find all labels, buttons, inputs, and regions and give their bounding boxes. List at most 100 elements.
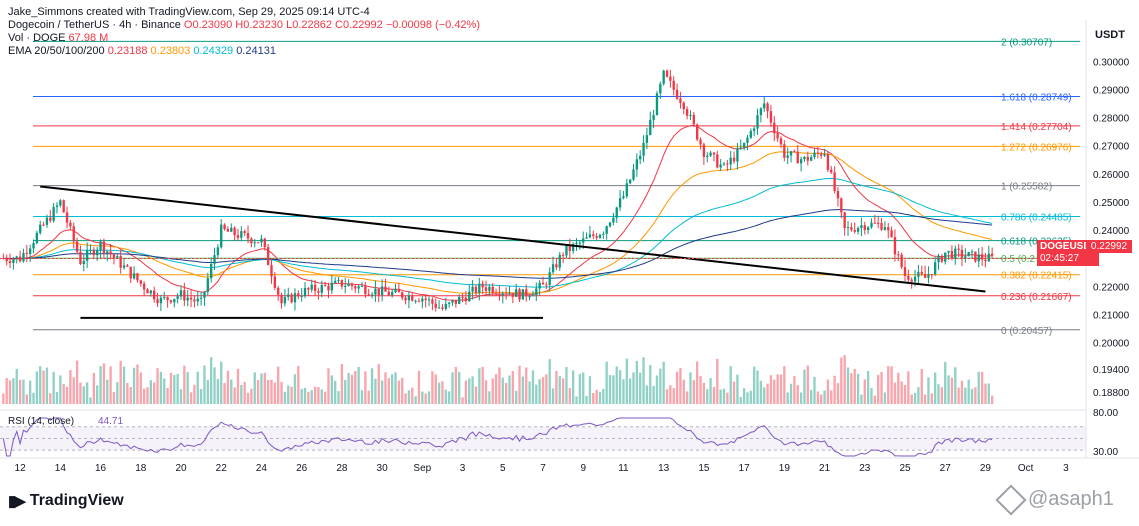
candle-body	[260, 238, 263, 243]
candle-body	[266, 247, 270, 266]
volume-bar	[749, 390, 752, 404]
candle-body	[216, 247, 220, 256]
volume-bar	[223, 383, 226, 404]
candle-body	[236, 235, 240, 238]
volume-bar	[434, 374, 437, 404]
candle-body	[99, 241, 102, 251]
candle-body	[427, 299, 431, 301]
candle-body	[639, 155, 642, 160]
candle-body	[538, 282, 541, 289]
volume-bar	[431, 371, 434, 404]
candle-body	[22, 252, 25, 262]
candle-body	[665, 70, 669, 77]
volume-bar	[236, 368, 240, 404]
volume-bar	[803, 369, 806, 404]
tradingview-logo[interactable]: ▮▶ TradingView	[8, 492, 124, 510]
symbol-title[interactable]: Dogecoin / TetherUS · 4h · Binance	[8, 19, 181, 31]
ema-label[interactable]: EMA 20/50/100/200	[8, 45, 105, 57]
volume-bar	[682, 379, 685, 404]
candle-body	[853, 229, 856, 232]
volume-bar	[380, 380, 384, 404]
volume-bar	[957, 387, 960, 404]
volume-bar	[397, 380, 401, 404]
volume-bar	[226, 370, 230, 404]
candle-body	[856, 228, 860, 232]
volume-bar	[253, 372, 256, 404]
fibonacci-levels: 2 (0.30707) 1.618 (0.28749) 1.414 (0.27704…	[33, 37, 1080, 337]
candle-body	[679, 98, 682, 103]
candle-body	[65, 212, 69, 223]
candle-body	[531, 295, 535, 297]
volume-bar	[334, 380, 337, 404]
candle-body	[283, 297, 287, 304]
volume-bar	[746, 392, 749, 404]
candle-body	[605, 226, 608, 234]
candle-body	[786, 155, 789, 158]
volume-bar	[863, 379, 866, 404]
volume-bar	[240, 384, 243, 404]
volume-bar	[555, 370, 558, 404]
volume-bar	[612, 375, 615, 404]
volume-bar	[32, 392, 35, 404]
candle-body	[706, 155, 709, 157]
volume-bar	[92, 372, 96, 404]
candle-body	[327, 285, 330, 291]
candle-body	[692, 114, 696, 125]
volume-bar	[454, 366, 458, 404]
candle-body	[722, 163, 726, 165]
candle-body	[568, 245, 571, 251]
rsi-tick-label: 30.00	[1093, 447, 1118, 458]
candle-body	[129, 266, 132, 279]
candle-body	[454, 300, 458, 304]
volume-bar	[702, 382, 706, 404]
candle-body	[632, 169, 635, 180]
volume-bar	[632, 372, 635, 404]
volume-bar	[126, 382, 129, 404]
volume-bar	[712, 386, 716, 404]
candle-body	[615, 207, 618, 218]
time-tick-label: 17	[739, 463, 751, 474]
volume-bar	[783, 366, 786, 404]
candle-body	[883, 227, 887, 230]
volume-bar	[659, 368, 662, 404]
candle-body	[226, 229, 230, 232]
candle-body	[344, 285, 347, 287]
candle-body	[913, 276, 917, 282]
candle-body	[323, 285, 327, 287]
volume-bar	[481, 366, 484, 404]
currency-label: USDT	[1095, 29, 1125, 41]
volume-bar	[484, 380, 488, 404]
volume-bar	[974, 387, 977, 404]
candle-body	[642, 142, 645, 156]
candle-body	[374, 288, 377, 295]
volume-bar	[474, 386, 478, 404]
volume-bar	[441, 381, 444, 404]
candle-body	[984, 259, 987, 262]
volume-bar	[649, 365, 652, 404]
candle-body	[193, 299, 196, 302]
candle-body	[669, 76, 672, 81]
price-tick-label: 0.27000	[1093, 142, 1130, 153]
candle-body	[243, 231, 246, 233]
volume-bar	[327, 368, 330, 404]
volume-bar	[984, 383, 987, 404]
candle-body	[5, 258, 8, 262]
volume-bar	[176, 373, 179, 404]
candle-body	[421, 298, 424, 302]
trendline	[40, 185, 986, 293]
volume-bar	[736, 374, 739, 404]
candle-body	[779, 138, 783, 145]
candle-body	[712, 152, 716, 155]
volume-bar	[69, 370, 72, 404]
volume-bar	[451, 372, 454, 404]
time-tick-label: 25	[899, 463, 911, 474]
volume-bar	[836, 383, 840, 404]
candle-body	[696, 124, 699, 140]
volume-bar	[930, 393, 933, 404]
volume-bar	[146, 387, 149, 404]
volume-bar	[183, 365, 186, 404]
candle-body	[729, 157, 732, 165]
time-tick-label: 12	[15, 463, 27, 474]
volume-bar	[142, 388, 146, 404]
